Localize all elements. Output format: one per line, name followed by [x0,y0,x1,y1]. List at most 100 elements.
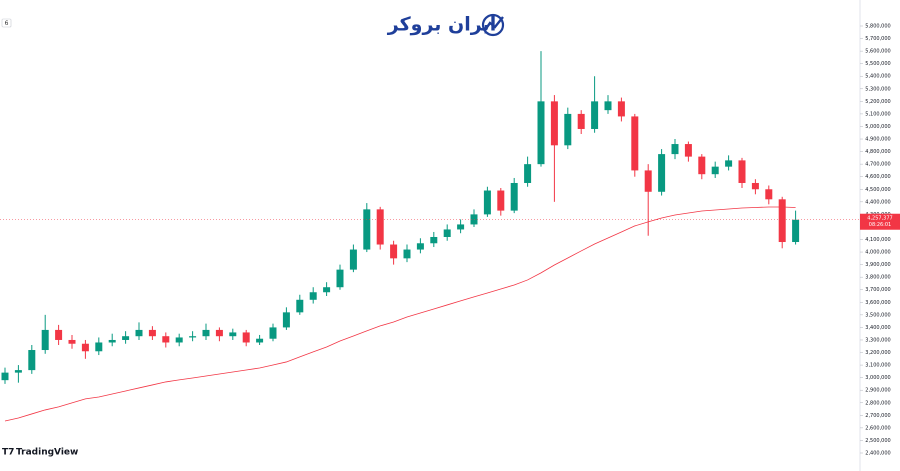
candle-body [443,229,451,237]
y-tick-label: 3,800,000 [865,275,890,281]
candle-body [242,332,250,343]
candle-body [658,154,666,192]
y-tick-label: 4,000,000 [865,250,890,256]
candle-body [497,190,505,211]
y-tick-label: 3,500,000 [865,312,890,318]
y-tick-label: 4,800,000 [865,149,890,155]
candle-body [215,329,223,337]
candle-body [550,101,558,146]
watermark-text: TradingView [16,448,78,458]
candle-body [309,292,317,300]
candle-body [135,329,143,337]
candle-body [644,170,652,192]
last-price-tag [860,213,900,230]
y-tick-label: 3,400,000 [865,325,890,331]
moving-average [4,206,796,422]
y-tick-label: 3,700,000 [865,287,890,293]
y-tick-label: 5,200,000 [865,99,890,105]
y-tick-label: 5,700,000 [865,36,890,42]
candle-body [296,299,304,313]
candle-body [416,243,424,250]
candle-body [725,160,733,167]
brand-arrow [484,16,504,31]
candle-body [765,189,773,200]
y-tick-label: 3,200,000 [865,350,890,356]
candle-body [711,166,719,175]
candle-body [524,164,532,183]
candle-body [162,336,170,343]
y-tick-label: 2,900,000 [865,388,890,394]
y-tick-label: 5,800,000 [865,24,890,30]
candle-body [229,332,237,337]
candle-body [403,249,411,259]
candle-body [631,116,639,171]
y-tick-label: 3,600,000 [865,300,890,306]
candle-body [55,329,63,340]
y-tick-label: 5,500,000 [865,61,890,67]
brand-icon [481,13,505,37]
candle-body [68,339,76,344]
candle-body [256,338,264,343]
candle-body [577,113,585,129]
candle-body [14,370,22,373]
candle-body [323,287,331,293]
candle-body [363,209,371,250]
candle-body [28,350,36,371]
candle-body [483,190,491,215]
brand-logo: ایران بروکر [387,13,505,37]
candle-body [738,160,746,183]
y-tick-label: 5,300,000 [865,86,890,92]
y-tick-label: 4,700,000 [865,162,890,168]
candle-body [510,182,518,211]
candle-body [148,329,156,337]
candle-body [591,101,599,129]
candle-body [1,372,9,381]
candle-body [470,214,478,225]
candle-body [617,101,625,117]
candle-body [122,336,130,340]
badge-box [1,18,12,28]
y-tick-label: 4,900,000 [865,137,890,143]
y-tick-label: 4,500,000 [865,187,890,193]
candle-body [108,339,116,343]
last-price-label: 4,257,377 [867,216,892,222]
candle-body [751,182,759,190]
y-tick-label: 5,600,000 [865,49,890,55]
y-tick-label: 4,400,000 [865,199,890,205]
y-tick-label: 2,500,000 [865,438,890,444]
y-tick-label: 3,300,000 [865,337,890,343]
candle-body [457,224,465,230]
candle-body [684,144,692,157]
y-tick-label: 5,400,000 [865,74,890,80]
badge: 6 [5,20,9,27]
candle-body [390,244,398,259]
y-tick-label: 3,000,000 [865,375,890,381]
candle-body [189,336,197,338]
y-tick-label: 2,400,000 [865,451,890,457]
candle-body [282,312,290,328]
candle-body [81,343,89,352]
candle-body [349,249,357,270]
candle-body [269,327,277,339]
candle-body [604,101,612,111]
candle-body [792,219,800,243]
y-tick-label: 4,600,000 [865,174,890,180]
y-tick-label: 5,000,000 [865,124,890,130]
brand-text: ایران بروکر [387,14,496,36]
watermark: T7 TradingView [2,448,78,458]
watermark-icon: T7 [2,448,14,458]
candle-body [202,329,210,337]
y-tick-label: 3,900,000 [865,262,890,268]
candle-body [336,269,344,288]
candle-body [671,144,679,155]
y-tick-label: 2,600,000 [865,425,890,431]
candle-body [95,342,103,352]
candle-body [778,199,786,243]
y-tick-label: 2,700,000 [865,413,890,419]
y-tick-label: 3,100,000 [865,363,890,369]
y-tick-label: 4,100,000 [865,237,890,243]
candle-body [376,209,384,245]
y-tick-label: 2,800,000 [865,400,890,406]
y-tick-label: 5,100,000 [865,111,890,117]
